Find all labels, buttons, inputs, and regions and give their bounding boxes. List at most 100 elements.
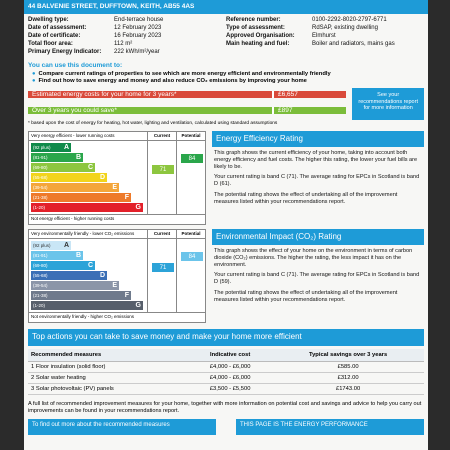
rating-band-g: (1-20) G: [31, 301, 143, 310]
info-right-row: Approved Organisation: Elmhurst: [226, 32, 424, 40]
band-letter: D: [99, 174, 105, 181]
info-key: Dwelling type:: [28, 17, 69, 23]
info-right-row: Type of assessment: RdSAP, existing dwell…: [226, 24, 424, 32]
current-column-header: Current: [147, 132, 176, 140]
band-range: (55-68): [33, 273, 48, 278]
info-value: 16 February 2023: [114, 33, 162, 39]
bottom-banners: To find out more about the recommended m…: [24, 419, 428, 435]
energy-efficiency-title: Energy Efficiency Rating: [212, 131, 424, 147]
rating-band-a: (92 plus) A: [31, 143, 71, 152]
info-left-row: Dwelling type: End-terrace house: [28, 16, 226, 24]
epc-sheet: 44 BALVENIE STREET, DUFFTOWN, KEITH, AB5…: [24, 0, 428, 450]
potential-rating-arrow: 84: [181, 252, 203, 261]
band-letter: A: [63, 242, 69, 249]
potential-column-header: Potential: [176, 230, 205, 238]
table-cell: 1 Floor insulation (solid floor): [28, 361, 189, 373]
rating-band-e: (39-54) E: [31, 183, 119, 192]
band-range: (1-20): [33, 205, 46, 210]
environmental-impact-title: Environmental Impact (CO₂) Rating: [212, 229, 424, 245]
band-letter: B: [75, 252, 81, 259]
band-range: (1-20): [33, 303, 46, 308]
info-left-row: Total floor area: 112 m²: [28, 40, 226, 48]
info-key: Reference number:: [226, 17, 281, 23]
saving-amount: £897: [272, 107, 346, 114]
band-range: (69-80): [33, 263, 48, 268]
info-left-row: Primary Energy Indicator: 222 kWh/m²/year: [28, 48, 226, 56]
info-value: End-terrace house: [114, 17, 164, 23]
band-letter: E: [112, 282, 117, 289]
table-row: 3 Solar photovoltaic (PV) panels £3,500 -…: [28, 383, 424, 395]
info-left-row: Date of assessment: 12 February 2023: [28, 24, 226, 32]
saving-row: Over 3 years you could save* £897: [28, 104, 348, 117]
current-rating-arrow: 71: [152, 263, 174, 272]
info-value: 0100-2292-8020-2797-6771: [312, 17, 387, 23]
rating-band-c: (69-80) C: [31, 261, 95, 270]
info-right-row: Reference number: 0100-2292-8020-2797-677…: [226, 16, 424, 24]
estimated-cost-row: Estimated energy costs for your home for…: [28, 88, 348, 101]
info-left-row: Date of certificate: 16 February 2023: [28, 32, 226, 40]
chart-top-label: Very energy efficient - lower running co…: [31, 133, 115, 138]
rating-band-f: (21-38) F: [31, 291, 131, 300]
chart-bottom-label: Not energy efficient - higher running co…: [29, 214, 205, 224]
band-letter: E: [112, 184, 117, 191]
table-header-row: Recommended measures Indicative cost Typ…: [28, 349, 424, 362]
info-value: Boiler and radiators, mains gas: [312, 41, 395, 47]
info-key: Main heating and fuel:: [226, 41, 290, 47]
band-range: (21-38): [33, 195, 48, 200]
eir-paragraph: Your current rating is band C (71). The …: [214, 272, 420, 286]
environmental-impact-panel: Environmental Impact (CO₂) Rating This g…: [212, 229, 424, 323]
info-right-row: Main heating and fuel: Boiler and radiato…: [226, 40, 424, 48]
table-cell: £1743.00: [272, 383, 424, 395]
potential-column-header: Potential: [176, 132, 205, 140]
eir-paragraph: This graph shows the effect of your home…: [214, 248, 413, 268]
table-cell: 2 Solar water heating: [28, 372, 189, 384]
find-out-more-banner: To find out more about the recommended m…: [28, 419, 216, 435]
band-letter: F: [124, 194, 129, 201]
top-actions-title: Top actions you can take to save money a…: [28, 329, 424, 346]
band-letter: D: [99, 272, 105, 279]
environmental-impact-section: Very environmentally friendly - lower CO…: [24, 225, 428, 323]
table-cell: £4,000 - £6,000: [188, 361, 273, 373]
band-range: (81-91): [33, 155, 48, 160]
bullet-icon: ●: [32, 78, 36, 84]
cost-summary: Estimated energy costs for your home for…: [28, 88, 424, 120]
energy-efficiency-panel: Energy Efficiency Rating This graph show…: [212, 131, 424, 225]
estimated-cost-amount: £6,657: [272, 91, 346, 98]
environmental-impact-chart: Very environmentally friendly - lower CO…: [28, 229, 206, 323]
band-letter: G: [135, 204, 141, 211]
bullet-icon: ●: [32, 71, 36, 77]
info-value: RdSAP, existing dwelling: [312, 25, 378, 31]
column-header: Recommended measures: [28, 349, 189, 362]
table-row: 1 Floor insulation (solid floor) £4,000 -…: [28, 361, 424, 373]
band-range: (92 plus): [33, 145, 51, 150]
band-range: (69-80): [33, 165, 48, 170]
use-doc-heading: You can use this document to:: [28, 62, 123, 69]
rating-band-d: (55-68) D: [31, 271, 107, 280]
eer-paragraph: Your current rating is band C (71). The …: [214, 174, 420, 188]
info-left: Dwelling type: End-terrace house Date of a…: [28, 16, 226, 56]
info-key: Date of assessment:: [28, 25, 87, 31]
table-cell: £4,000 - £6,000: [188, 372, 273, 384]
table-row: 2 Solar water heating £4,000 - £6,000 £312…: [28, 372, 424, 384]
band-letter: A: [63, 144, 69, 151]
band-letter: F: [124, 292, 129, 299]
info-key: Total floor area:: [28, 41, 73, 47]
cost-footnote: * based upon the cost of energy for heat…: [28, 121, 278, 126]
band-range: (21-38): [33, 293, 48, 298]
current-column-header: Current: [147, 230, 176, 238]
current-rating-arrow: 71: [152, 165, 174, 174]
bullet-text: Find out how to save energy and money an…: [38, 78, 307, 84]
band-range: (81-91): [33, 253, 48, 258]
estimated-cost-label: Estimated energy costs for your home for…: [28, 91, 272, 98]
band-letter: G: [135, 302, 141, 309]
table-cell: £3,500 - £5,500: [188, 383, 273, 395]
rating-band-g: (1-20) G: [31, 203, 143, 212]
info-value: 12 February 2023: [114, 25, 162, 31]
see-recommendations-box: See your recommendations report for more…: [352, 88, 424, 120]
address-header: 44 BALVENIE STREET, DUFFTOWN, KEITH, AB5…: [24, 0, 428, 14]
band-range: (92 plus): [33, 243, 51, 248]
info-key: Primary Energy Indicator:: [28, 49, 102, 55]
table-cell: £312.00: [272, 372, 424, 384]
band-range: (39-54): [33, 185, 48, 190]
eir-paragraph: The potential rating shows the effect of…: [214, 289, 398, 303]
